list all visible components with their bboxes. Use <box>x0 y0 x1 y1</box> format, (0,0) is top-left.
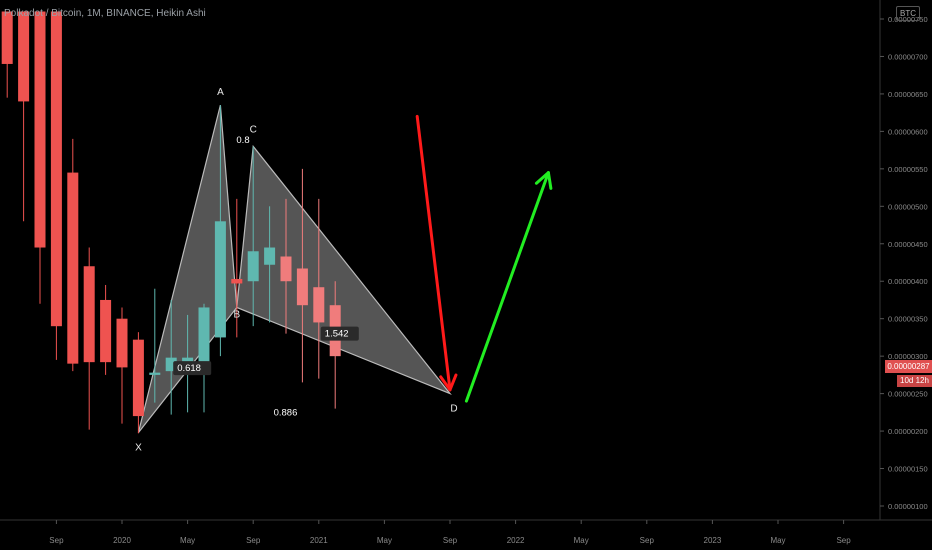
y-tick-label: 0.00000400 <box>888 277 928 286</box>
candle-body <box>83 266 95 363</box>
candle-body <box>214 221 226 338</box>
candle-body <box>231 278 243 284</box>
y-tick-label: 0.00000450 <box>888 240 928 249</box>
ratio-label: 1.542 <box>325 329 349 340</box>
candle-body <box>67 172 79 364</box>
candle-body <box>132 339 144 417</box>
ratio-label-box <box>320 326 359 341</box>
x-tick-label: Sep <box>443 536 458 545</box>
up-arrow-head <box>534 171 553 190</box>
candle-body <box>198 307 210 369</box>
ratio-label-box <box>173 361 212 376</box>
y-tick-label: 0.00000750 <box>888 15 928 24</box>
ratio-label: 0.886 <box>274 407 298 418</box>
x-tick-label: Sep <box>640 536 655 545</box>
candle-body <box>313 287 325 323</box>
x-tick-label: May <box>180 536 195 545</box>
y-tick-label: 0.00000150 <box>888 465 928 474</box>
candle-body <box>280 256 292 282</box>
chart-title: Polkadot / Bitcoin, 1M, BINANCE, Heikin … <box>4 8 206 19</box>
point-label-c: C <box>250 124 257 135</box>
candle-body <box>50 11 62 327</box>
candle-body <box>1 11 13 64</box>
x-tick-label: Sep <box>246 536 261 545</box>
y-tick-label: 0.00000700 <box>888 52 928 61</box>
point-label-a: A <box>217 87 224 98</box>
candle-body <box>165 357 177 372</box>
up-arrow-shaft <box>464 171 550 403</box>
ratio-label: 0.8 <box>236 135 249 146</box>
candles <box>1 11 341 434</box>
y-tick-label: 0.00000300 <box>888 352 928 361</box>
down-arrow-head <box>439 373 458 392</box>
pattern-triangle-bcd <box>236 144 452 396</box>
candle-body <box>149 372 161 375</box>
point-label-d: D <box>450 404 457 415</box>
ratio-label: 0.618 <box>177 363 201 374</box>
currency-badge[interactable]: BTC <box>896 6 920 21</box>
point-label-b: B <box>233 309 240 320</box>
pattern-labels: X A B C D 0.8 0.618 1.542 0.886 <box>135 87 458 453</box>
candle-body <box>100 299 112 363</box>
y-tick-label: 0.00000600 <box>888 127 928 136</box>
harmonic-pattern <box>137 105 452 433</box>
candle-body <box>264 247 276 265</box>
arrows <box>415 114 553 403</box>
candle-body <box>116 318 128 368</box>
y-tick-label: 0.00000100 <box>888 502 928 511</box>
x-tick-label: Sep <box>836 536 851 545</box>
x-tick-label: Sep <box>49 536 64 545</box>
y-tick-label: 0.00000350 <box>888 315 928 324</box>
candle-body <box>18 11 30 102</box>
y-tick-label: 0.00000550 <box>888 165 928 174</box>
x-tick-label: 2021 <box>310 536 328 545</box>
x-axis: Sep 2020 May Sep 2021 May Sep 2022 May Sep 2023 May… <box>49 520 851 545</box>
down-arrow-shaft <box>415 114 452 392</box>
candle-body <box>296 268 308 306</box>
x-tick-label: 2022 <box>507 536 525 545</box>
x-tick-label: 2023 <box>704 536 722 545</box>
x-tick-label: May <box>377 536 392 545</box>
last-price-badge: 0.00000287 <box>885 360 932 373</box>
countdown-badge: 10d 12h <box>897 375 932 387</box>
point-label-x: X <box>135 443 142 454</box>
y-tick-label: 0.00000200 <box>888 427 928 436</box>
y-axis: 0.00000100 0.00000150 0.00000200 0.00000250… <box>0 0 932 521</box>
y-tick-label: 0.00000500 <box>888 202 928 211</box>
x-tick-label: 2020 <box>113 536 131 545</box>
x-tick-label: May <box>574 536 589 545</box>
candle-body <box>34 11 46 248</box>
x-tick-label: May <box>770 536 785 545</box>
candle-body <box>247 251 259 282</box>
y-tick-label: 0.00000650 <box>888 90 928 99</box>
y-tick-label: 0.00000250 <box>888 390 928 399</box>
